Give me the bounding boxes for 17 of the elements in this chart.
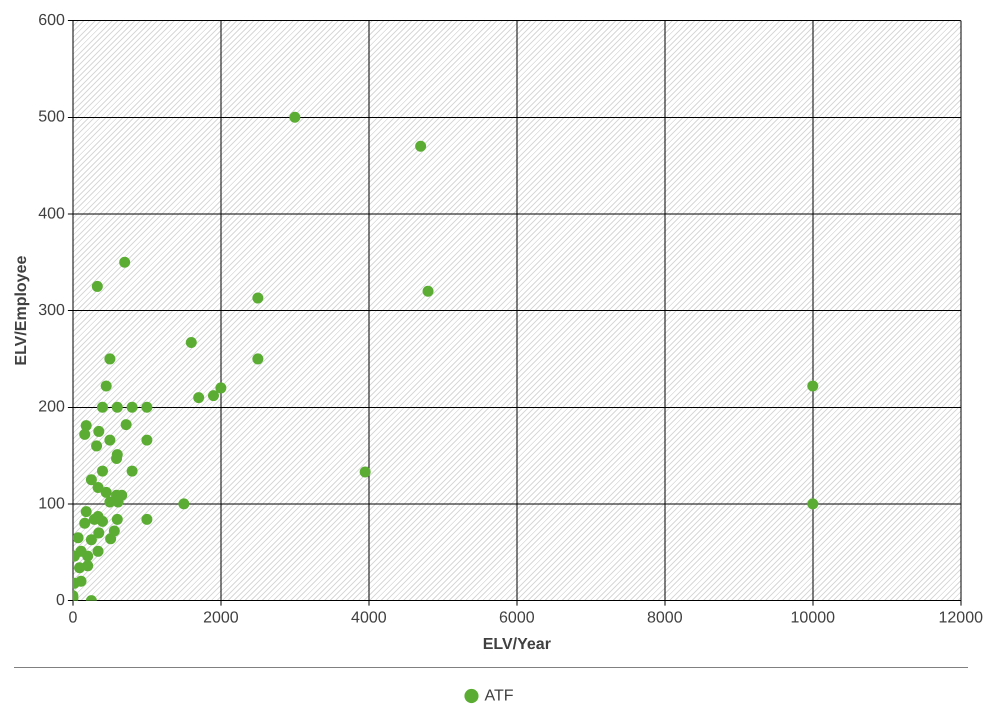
x-axis-title: ELV/Year [482,636,551,653]
x-tick-label: 0 [68,610,78,627]
x-tick-label: 6000 [499,610,535,627]
y-tick-label: 500 [38,108,65,126]
legend-label: ATF [484,687,514,704]
x-tick-label: 8000 [647,610,683,627]
y-tick-label: 200 [38,398,65,416]
y-axis-title: ELV/Employee [13,256,30,366]
y-tick-label: 300 [38,302,65,320]
y-tick-label: 100 [38,495,65,512]
x-tick-label: 4000 [351,610,387,627]
x-tick-label: 12000 [938,610,984,627]
x-tick-label: 2000 [203,610,239,627]
y-tick-label: 600 [38,12,65,30]
x-tick-label: 10000 [790,610,836,627]
y-tick-label: 0 [56,592,65,610]
y-tick-label: 400 [38,205,65,222]
